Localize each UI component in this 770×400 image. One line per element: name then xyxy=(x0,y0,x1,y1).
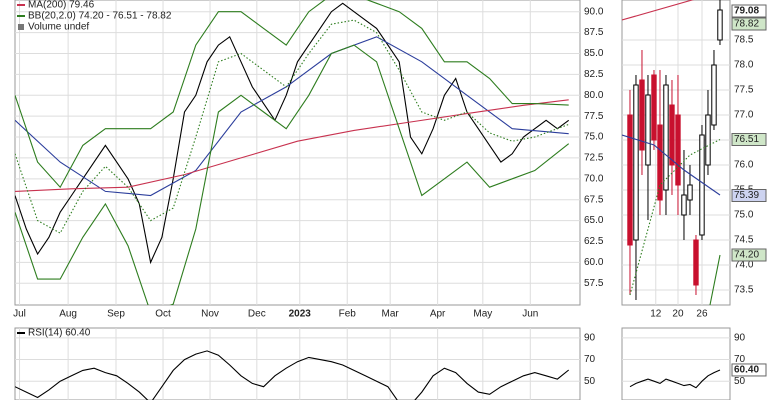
y-tick-label: 78.5 xyxy=(734,35,754,46)
y-tick-label: 57.5 xyxy=(584,278,604,289)
y-tick-label: 72.5 xyxy=(584,153,604,164)
series-line xyxy=(15,0,569,189)
price-marker xyxy=(731,17,767,31)
plot-area xyxy=(622,0,730,305)
plot-area xyxy=(622,337,730,389)
panel-frame xyxy=(621,327,731,400)
y-tick-label: 70 xyxy=(734,354,746,365)
y-tick-label: 75.0 xyxy=(584,132,604,143)
y-tick-label: 80.0 xyxy=(584,90,604,101)
candle-body xyxy=(627,114,633,246)
x-tick-label: Jun xyxy=(522,309,538,320)
price-marker xyxy=(731,4,767,18)
y-tick-label: 90 xyxy=(584,333,596,344)
legend-label: MA(200) 79.46 xyxy=(28,0,95,11)
plot-area xyxy=(15,0,580,305)
y-tick-label: 75.0 xyxy=(734,210,754,221)
candle-body xyxy=(663,84,669,191)
y-tick-label: 87.5 xyxy=(584,27,604,38)
series-line xyxy=(15,44,570,305)
x-tick-label: Nov xyxy=(201,309,219,320)
candle-body xyxy=(651,74,657,141)
candle-body xyxy=(705,114,711,166)
series-line xyxy=(15,99,569,192)
price-marker-label: 76.51 xyxy=(734,134,759,145)
x-tick-label: Aug xyxy=(59,309,77,320)
y-tick-label: 70.0 xyxy=(584,173,604,184)
y-tick-label: 77.0 xyxy=(734,110,754,121)
candle-body xyxy=(687,184,693,201)
legend-label: Volume undef xyxy=(28,22,89,33)
y-tick-label: 65.0 xyxy=(584,215,604,226)
x-tick-label: Mar xyxy=(382,309,400,320)
y-tick-label: 50 xyxy=(584,376,596,387)
price-marker xyxy=(731,133,767,146)
series-line xyxy=(15,19,569,234)
y-tick-label: 77.5 xyxy=(734,85,754,96)
series-line xyxy=(622,0,695,21)
candle-body xyxy=(633,84,639,241)
price-marker xyxy=(731,363,767,377)
x-tick-label: Apr xyxy=(430,309,446,320)
legend-label: BB(20,2.0) 74.20 - 76.51 - 78.82 xyxy=(28,11,172,22)
legend-swatch xyxy=(18,24,24,30)
y-tick-label: 67.5 xyxy=(584,194,604,205)
x-tick-label: 26 xyxy=(696,309,708,320)
series-line xyxy=(15,2,570,265)
y-tick-label: 74.0 xyxy=(734,260,754,271)
price-marker-label: 78.82 xyxy=(734,19,759,30)
candle-body xyxy=(645,94,651,166)
candle-body xyxy=(639,79,645,151)
y-tick-label: 62.5 xyxy=(584,236,604,247)
x-tick-label: Jul xyxy=(13,309,26,320)
candle-body xyxy=(693,239,699,286)
y-tick-label: 77.5 xyxy=(584,111,604,122)
x-tick-label: 20 xyxy=(672,309,684,320)
price-marker xyxy=(731,189,767,202)
y-tick-label: 90.0 xyxy=(584,6,604,17)
y-tick-label: 74.5 xyxy=(734,235,754,246)
price-marker-label: 79.08 xyxy=(734,6,759,17)
x-tick-label: Oct xyxy=(155,309,171,320)
x-tick-label: May xyxy=(473,309,492,320)
candle-body xyxy=(711,64,717,126)
y-tick-label: 78.0 xyxy=(734,60,754,71)
x-tick-label: Dec xyxy=(248,309,266,320)
price-marker-label: 74.20 xyxy=(734,250,759,261)
candle-body xyxy=(657,124,663,201)
candle-body xyxy=(681,194,687,216)
price-marker-label: 75.39 xyxy=(734,190,759,201)
legend-label: RSI(14) 60.40 xyxy=(28,328,91,339)
y-tick-label: 73.5 xyxy=(734,285,754,296)
y-tick-label: 60.0 xyxy=(584,257,604,268)
price-marker-label: 60.40 xyxy=(734,365,759,376)
price-marker xyxy=(731,248,767,262)
series-line xyxy=(709,254,721,305)
x-tick-label: Sep xyxy=(107,309,125,320)
candle-body xyxy=(669,104,675,166)
series-line xyxy=(622,134,721,196)
y-tick-label: 76.0 xyxy=(734,160,754,171)
y-tick-label: 50 xyxy=(734,376,746,387)
x-tick-label: 2023 xyxy=(289,309,312,320)
candle-body xyxy=(699,134,705,236)
y-tick-label: 90 xyxy=(734,333,746,344)
x-tick-label: Feb xyxy=(339,309,357,320)
candle-body xyxy=(675,114,681,186)
y-tick-label: 70 xyxy=(584,354,596,365)
x-tick-label: 12 xyxy=(650,309,662,320)
panel-frame xyxy=(621,0,731,306)
y-tick-label: 82.5 xyxy=(584,69,604,80)
panel-frame xyxy=(14,0,581,306)
y-tick-label: 85.0 xyxy=(584,48,604,59)
plot-area xyxy=(15,328,580,400)
candle-body xyxy=(717,9,723,41)
series-line xyxy=(629,139,721,296)
panel-frame xyxy=(14,327,581,400)
series-line xyxy=(15,350,570,400)
series-line xyxy=(629,369,721,389)
